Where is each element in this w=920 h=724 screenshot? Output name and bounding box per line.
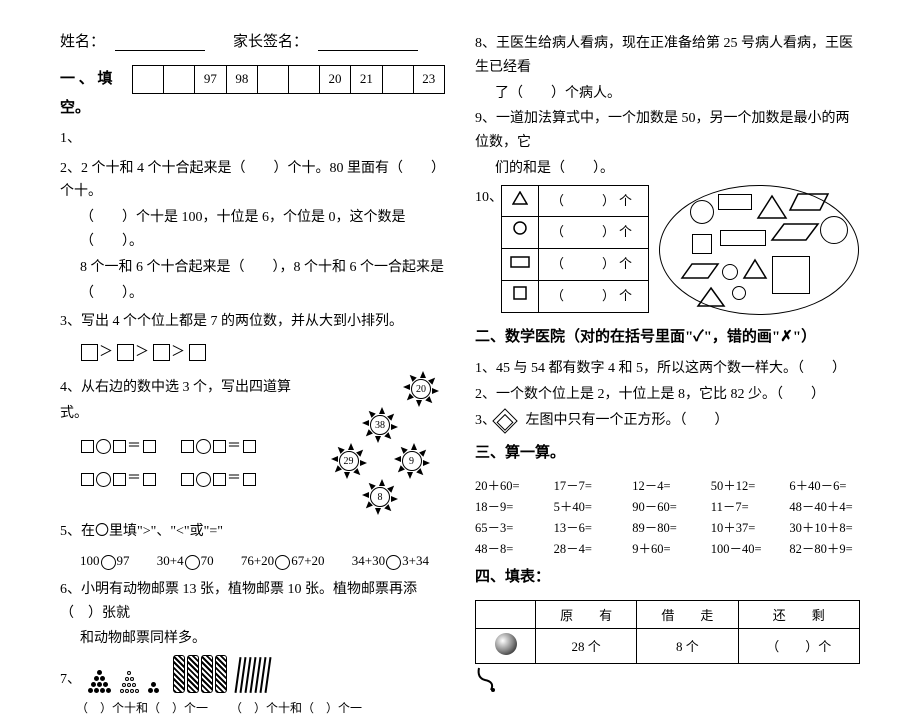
q2-l2: （ ）个十是 100，十位是 6，个位是 0，这个数是（ ）。 bbox=[60, 206, 445, 254]
q6-l2: 和动物邮票同样多。 bbox=[60, 627, 445, 651]
q2-l4: （ ）。 bbox=[60, 282, 445, 306]
fill-table[interactable]: 原 有 借 走 还 剩 28 个 8 个 （ ）个 bbox=[475, 600, 860, 664]
q10-label: 10、 bbox=[475, 185, 501, 212]
q7-cap1: （ ）个十和（ ）个一 bbox=[60, 697, 230, 720]
s2-q3: 3、 左图中只有一个正方形。（ ） bbox=[475, 409, 860, 433]
sun-numbers: 20 38 29 bbox=[315, 371, 445, 515]
q3-label: 3、写出 4 个个位上都是 7 的两位数，并从大到小排列。 bbox=[60, 309, 445, 336]
header: 姓名： 家长签名： bbox=[60, 30, 445, 51]
section-2-title: 二、数学医院（对的在括号里面"✓"，错的画"✗"） bbox=[475, 323, 816, 352]
section-3-title: 三、算一算。 bbox=[475, 439, 565, 468]
s2-q2: 2、一个数个位上是 2，十位上是 8，它比 82 少。（ ） bbox=[475, 383, 860, 407]
q5-label: 5、在〇里填">"、"<"或"=" bbox=[60, 519, 445, 546]
rolls-icon bbox=[173, 655, 227, 693]
pyramid-3 bbox=[147, 681, 159, 693]
q5-items[interactable]: 10097 30+470 76+2067+20 34+303+34 bbox=[60, 549, 445, 574]
section-1-title: 一 、 填空。 bbox=[60, 65, 118, 122]
q3-boxes[interactable]: ＞＞＞ bbox=[60, 340, 445, 367]
q4-row1[interactable]: ＝ ＝ bbox=[60, 434, 309, 461]
pyramid-1 bbox=[87, 669, 111, 693]
q9-l2: 们的和是（ ）。 bbox=[475, 157, 860, 181]
q4-label: 4、从右边的数中选 3 个，写出四道算式。 bbox=[60, 375, 309, 428]
calc-grid[interactable]: 20＋60=17－7=12－4=50＋12=6＋40－6= 18－9=5＋40=… bbox=[475, 475, 860, 557]
q8-l1: 8、王医生给病人看病，现在正准备给第 25 号病人看病，王医生已经看 bbox=[475, 32, 860, 80]
shapes-oval bbox=[659, 185, 859, 315]
parent-blank[interactable] bbox=[318, 30, 418, 51]
shapes-count-table[interactable]: （ ）个 （ ）个 （ ）个 （ ）个 bbox=[501, 185, 649, 313]
q1-table[interactable]: 9798 2021 23 bbox=[132, 65, 445, 94]
stethoscope-icon bbox=[475, 666, 505, 692]
sticks-icon bbox=[237, 657, 269, 693]
q4-row2[interactable]: ＝ ＝ bbox=[60, 466, 309, 493]
section-4-title: 四、填表： bbox=[475, 563, 550, 592]
q2-l3: 8 个一和 6 个十合起来是（ ），8 个十和 6 个一合起来是 bbox=[60, 256, 445, 280]
q8-l2: 了（ ）个病人。 bbox=[475, 82, 860, 106]
ball-icon bbox=[495, 633, 517, 655]
q6-l1: 6、小明有动物邮票 13 张，植物邮票 10 张。植物邮票再添（ ）张就 bbox=[60, 578, 445, 626]
parent-label: 家长签名： bbox=[233, 30, 308, 51]
q9-l1: 9、一道加法算式中，一个加数是 50，另一个加数是最小的两位数，它 bbox=[475, 107, 860, 155]
q1-number: 1、 bbox=[60, 126, 445, 153]
q2-l1: 2、2 个十和 4 个十合起来是（ ）个十。80 里面有（ ）个十。 bbox=[60, 157, 445, 205]
diamond-icon bbox=[492, 408, 517, 433]
pyramid-2 bbox=[119, 669, 139, 693]
name-label: 姓名： bbox=[60, 30, 105, 51]
name-blank[interactable] bbox=[115, 30, 205, 51]
s2-q1: 1、45 与 54 都有数字 4 和 5，所以这两个数一样大。（ ） bbox=[475, 357, 860, 381]
q7-cap2: （ ）个十和（ ）个一 bbox=[230, 697, 362, 720]
q7-prefix: 7、 bbox=[60, 667, 81, 694]
